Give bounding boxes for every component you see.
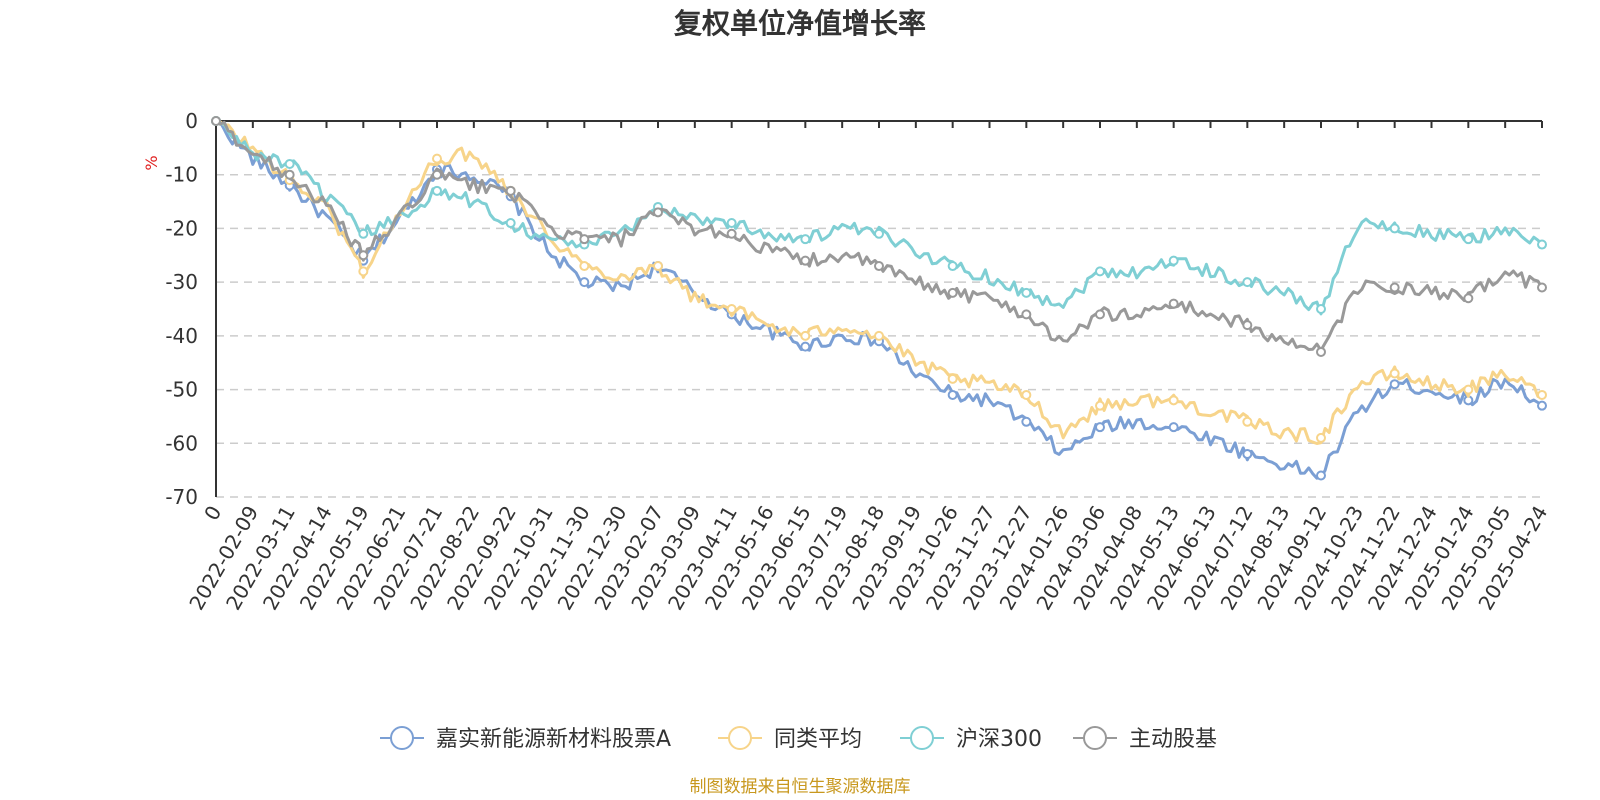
data-point (726, 304, 737, 314)
x-axis: 02022-02-092022-03-112022-04-142022-05-1… (184, 120, 1552, 614)
data-point (579, 261, 590, 272)
legend-item[interactable]: 同类平均 (718, 726, 862, 752)
data-point (1316, 432, 1326, 443)
data-point (653, 207, 663, 218)
data-point (1463, 384, 1474, 395)
y-axis-unit: % (142, 155, 161, 170)
data-point (1168, 395, 1179, 406)
data-point (1021, 389, 1032, 400)
y-tick-label: -10 (165, 163, 198, 187)
legend-label: 沪深300 (956, 727, 1042, 752)
series-line (215, 119, 1544, 316)
data-point (1095, 266, 1105, 277)
data-point (947, 261, 958, 272)
data-point (211, 116, 221, 126)
data-point (1389, 368, 1400, 379)
data-point (800, 255, 811, 266)
data-point (1316, 346, 1326, 357)
data-point (358, 228, 369, 239)
data-point (726, 228, 737, 239)
data-point (1242, 320, 1253, 331)
data-point (874, 330, 884, 341)
data-point (874, 228, 884, 239)
data-point (1021, 287, 1032, 298)
data-point (726, 218, 737, 229)
data-point (1095, 400, 1105, 411)
data-point (1537, 282, 1547, 293)
data-point (800, 341, 811, 352)
data-point (284, 169, 295, 180)
series-lines (211, 116, 1547, 481)
data-point (1095, 309, 1105, 320)
data-point (1168, 422, 1179, 433)
data-point (1316, 304, 1326, 314)
data-point (358, 266, 369, 277)
data-point (1168, 298, 1179, 309)
data-point (579, 234, 590, 245)
legend-swatch-circle (1083, 726, 1107, 750)
data-point (947, 287, 958, 298)
data-point (1242, 277, 1253, 288)
data-point (874, 261, 884, 272)
data-point (432, 169, 442, 180)
legend-item[interactable]: 主动股基 (1073, 726, 1217, 752)
data-point (1389, 223, 1400, 234)
data-point (1242, 416, 1253, 427)
data-source-note: 制图数据来自恒生聚源数据库 (690, 777, 911, 797)
data-point (505, 218, 516, 229)
legend-swatch-circle (728, 726, 752, 750)
y-tick-label: 0 (185, 109, 198, 133)
y-tick-label: -60 (165, 431, 198, 455)
legend-swatch-circle (910, 726, 934, 750)
legend-label: 同类平均 (774, 727, 862, 752)
data-point (1537, 389, 1547, 400)
data-point (505, 185, 516, 196)
legend-item[interactable]: 沪深300 (900, 726, 1042, 752)
legend-item[interactable]: 嘉实新能源新材料股票A (380, 726, 671, 752)
data-point (284, 158, 295, 169)
y-tick-label: -30 (165, 270, 198, 294)
data-point (800, 234, 811, 245)
legend-label: 主动股基 (1129, 727, 1217, 752)
data-point (947, 373, 958, 384)
chart-title: 复权单位净值增长率 (674, 7, 926, 40)
data-point (1537, 239, 1547, 250)
data-point (800, 330, 811, 341)
data-point (1316, 470, 1326, 481)
data-point (947, 389, 958, 400)
data-point (1537, 400, 1547, 411)
data-point (1021, 309, 1032, 320)
data-point (432, 185, 442, 196)
data-point (1389, 282, 1400, 293)
legend-label: 嘉实新能源新材料股票A (436, 727, 671, 752)
data-point (1463, 293, 1474, 304)
legend-swatch-circle (390, 726, 414, 750)
data-point (1389, 379, 1400, 390)
y-tick-label: -20 (165, 216, 198, 240)
data-point (1095, 422, 1105, 433)
y-tick-label: -50 (165, 378, 198, 402)
data-point (1463, 234, 1474, 245)
data-point (1168, 255, 1179, 266)
data-point (579, 277, 590, 288)
y-tick-label: -40 (165, 324, 198, 348)
x-tick-label: 0 (199, 502, 226, 525)
data-point (358, 250, 369, 261)
data-point (1021, 416, 1032, 427)
y-tick-label: -70 (165, 485, 198, 509)
data-point (1242, 449, 1253, 460)
data-point (653, 261, 663, 272)
y-axis: 0 -10 -20 -30 -40 -50 -60 -70 (165, 109, 217, 509)
legend: 嘉实新能源新材料股票A 同类平均 沪深300 主动股基 (380, 726, 1217, 752)
data-point (432, 153, 442, 164)
